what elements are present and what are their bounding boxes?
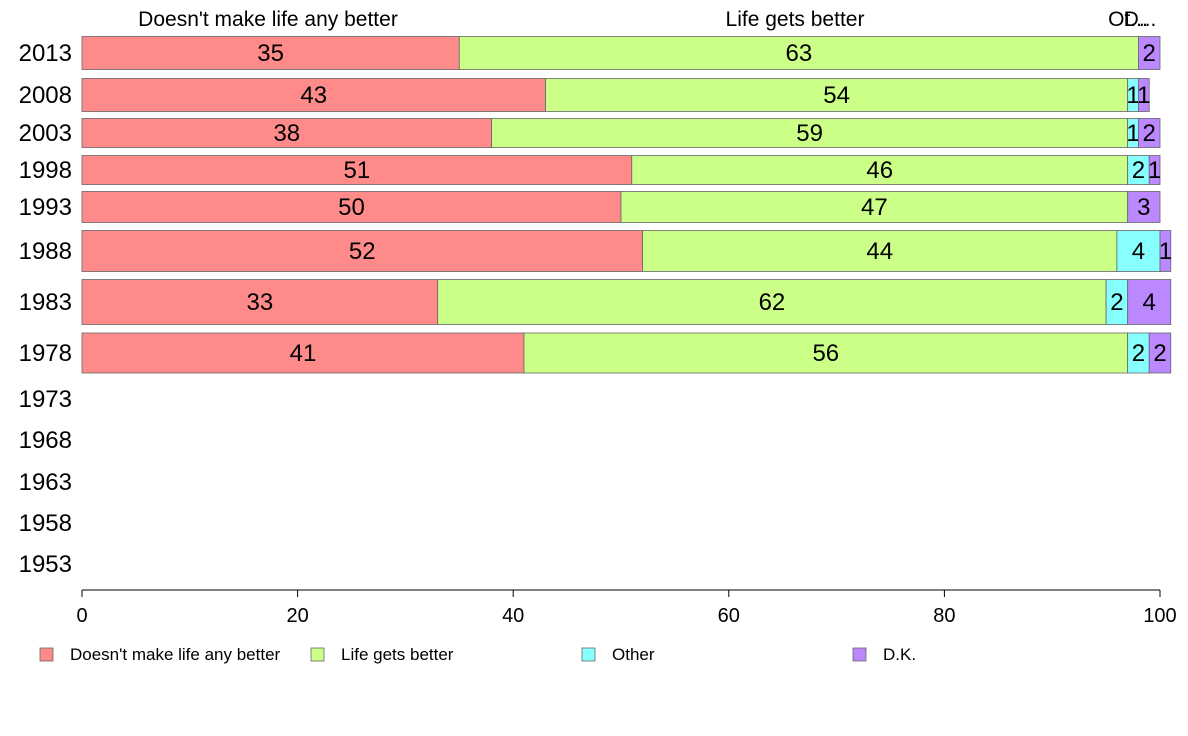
- x-tick-label: 100: [1143, 605, 1176, 627]
- data-label: 33: [247, 289, 274, 316]
- y-tick-label: 1978: [19, 340, 72, 367]
- top-label: Life gets better: [726, 8, 865, 31]
- y-tick-label: 1993: [19, 194, 72, 221]
- data-label: 54: [823, 82, 850, 109]
- bar-segment: [1127, 279, 1172, 325]
- legend-label: Life gets better: [341, 645, 454, 664]
- bar-segment: [1138, 36, 1161, 70]
- bar-segment: [81, 155, 633, 185]
- bar-segment: [1116, 230, 1161, 272]
- x-tick-label: 20: [286, 605, 308, 627]
- y-tick-label: 1953: [19, 551, 72, 578]
- bar-segment: [437, 279, 1107, 325]
- bar-segment: [631, 155, 1129, 185]
- data-label: 3: [1137, 194, 1150, 221]
- legend-label: Doesn't make life any better: [70, 645, 281, 664]
- data-label: 1: [1137, 82, 1150, 109]
- bar-segment: [81, 332, 525, 374]
- data-label: 47: [861, 194, 888, 221]
- data-label: 2: [1143, 40, 1156, 67]
- bar-segment: [81, 78, 546, 112]
- data-label: 4: [1143, 289, 1156, 316]
- data-label: 62: [759, 289, 786, 316]
- top-labels: Doesn't make life any better Life gets be…: [138, 8, 1156, 31]
- y-tick-label: 1958: [19, 510, 72, 537]
- legend-label: Other: [612, 645, 655, 664]
- y-tick-label: 2013: [19, 40, 72, 67]
- data-label: 43: [300, 82, 327, 109]
- legend-swatch: [581, 647, 596, 662]
- data-label: 56: [812, 340, 839, 367]
- legend-swatch: [310, 647, 325, 662]
- data-label: 52: [349, 238, 376, 265]
- legend-swatch: [852, 647, 867, 662]
- x-tick-label: 40: [502, 605, 524, 627]
- data-label: 1: [1148, 157, 1161, 184]
- data-label: 2: [1153, 340, 1166, 367]
- data-label: 4: [1132, 238, 1145, 265]
- bar-segment: [81, 191, 622, 223]
- legend-swatch: [39, 647, 54, 662]
- x-axis: 0 20 40 60 80 100: [76, 589, 1177, 627]
- y-tick-label: 2003: [19, 120, 72, 147]
- y-tick-label: 1983: [19, 289, 72, 316]
- data-label: 2: [1143, 120, 1156, 147]
- y-tick-label: 2008: [19, 82, 72, 109]
- data-label: 38: [273, 120, 300, 147]
- top-label: Doesn't make life any better: [138, 8, 398, 31]
- data-label: 63: [786, 40, 813, 67]
- y-tick-label: 1988: [19, 238, 72, 265]
- legend: Doesn't make life any better Life gets be…: [39, 645, 916, 664]
- y-tick-label: 1963: [19, 469, 72, 496]
- data-label: 46: [866, 157, 893, 184]
- bar-segment: [545, 78, 1129, 112]
- x-tick-label: 60: [718, 605, 740, 627]
- bar-segment: [1138, 78, 1150, 112]
- top-label: Ot...: [1108, 8, 1148, 31]
- x-tick-label: 0: [76, 605, 87, 627]
- y-tick-label: 1968: [19, 427, 72, 454]
- data-label: 2: [1110, 289, 1123, 316]
- bar-segment: [458, 36, 1139, 70]
- bar-segment: [1148, 332, 1172, 374]
- bar-segment: [620, 191, 1129, 223]
- bar-segment: [81, 279, 439, 325]
- data-label: 35: [257, 40, 284, 67]
- bar-segment: [1148, 155, 1161, 185]
- data-label: 59: [796, 120, 823, 147]
- bar-segment: [1159, 230, 1172, 272]
- data-label: 1: [1159, 238, 1172, 265]
- bar-segment: [1138, 118, 1161, 148]
- data-label: 2: [1132, 340, 1145, 367]
- data-label: 1: [1126, 120, 1139, 147]
- legend-label: D.K.: [883, 645, 916, 664]
- data-label: 41: [290, 340, 317, 367]
- y-tick-label: 1973: [19, 386, 72, 413]
- y-tick-label: 1998: [19, 157, 72, 184]
- bar-segment: [523, 332, 1129, 374]
- data-label: 50: [338, 194, 365, 221]
- data-label: 2: [1132, 157, 1145, 184]
- y-axis-labels: 2013 2008 2003 1998 1993 1988 1983 1978 1973 1968…: [19, 40, 72, 578]
- data-label: 51: [344, 157, 371, 184]
- x-tick-label: 80: [933, 605, 955, 627]
- bar-segment: [1127, 191, 1161, 223]
- top-label: D...: [1124, 8, 1157, 31]
- data-label: 1: [1126, 82, 1139, 109]
- data-label: 44: [866, 238, 893, 265]
